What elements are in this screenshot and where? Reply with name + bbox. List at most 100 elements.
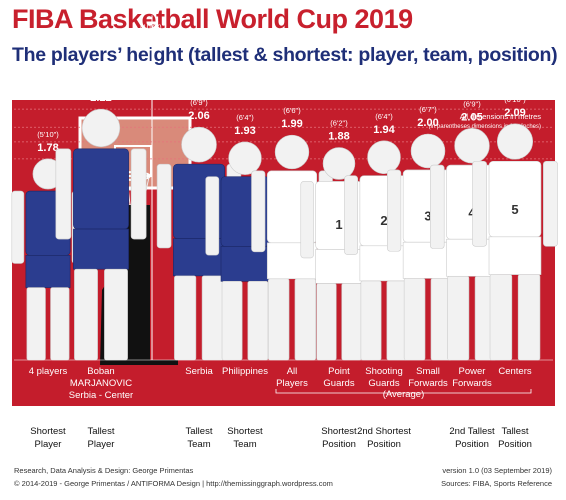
ranking-annotation: Position (367, 439, 401, 450)
category-label: MARJANOVIC (70, 378, 132, 389)
jersey-number: 3 (424, 209, 431, 224)
height-ft-label: (6'4") (375, 112, 393, 121)
category-label: Point (328, 366, 350, 377)
height-ft-label: (6'9") (190, 98, 208, 107)
category-label: Guards (323, 378, 354, 389)
height-value-label: 1.78 (37, 142, 58, 154)
category-label: Forwards (408, 378, 448, 389)
hoop-height-indicator: (10'0") 3.05 (140, 15, 162, 360)
category-annotations: Shortest Player Tallest Player Tallest Team Sh… (30, 426, 532, 450)
ranking-annotation: Player (35, 439, 62, 450)
player-head (181, 126, 217, 163)
height-chart: (10'0") 3.05 (5'10") 1.78 4 players (7'3") 2.… (11, 15, 558, 450)
height-value-label: 1.94 (373, 124, 395, 136)
height-value-label: 2.06 (188, 110, 209, 122)
player-head (367, 140, 401, 174)
height-ft-label: (6'6") (283, 106, 301, 115)
footer-credits: Research, Data Analysis & Design: George… (14, 466, 194, 475)
player-shorts (25, 255, 71, 288)
height-value-label: 1.99 (281, 118, 302, 130)
height-ft-label: (5'10") (37, 130, 59, 139)
height-value-label: 2.05 (461, 111, 482, 123)
jersey-number: 1 (335, 217, 342, 232)
player-shorts (315, 249, 363, 284)
category-label: 4 players (29, 366, 68, 377)
height-value-label: 2.22 (90, 92, 111, 104)
player-arm (344, 175, 358, 255)
ranking-annotation: Shortest (321, 426, 357, 437)
units-note: All dimensions in metres (459, 112, 541, 121)
chart-subtitle: The players’ height (tallest & shortest:… (12, 44, 558, 66)
bottom-labels-area (12, 407, 555, 462)
jersey-number: 2 (380, 213, 387, 228)
player-arm (543, 160, 558, 247)
footer-copyright[interactable]: © 2014-2019 - George Primentas / ANTIFOR… (14, 479, 333, 488)
height-value-label: 2.00 (417, 117, 438, 129)
category-label: Forwards (452, 378, 492, 389)
ranking-annotation: Position (498, 439, 532, 450)
category-label: Shooting (365, 366, 403, 377)
player-leg (221, 281, 243, 361)
player-arm (472, 160, 487, 247)
ranking-annotation: Shortest (30, 426, 66, 437)
player-head (454, 128, 490, 164)
ranking-annotation: Tallest (502, 426, 529, 437)
player-leg (489, 274, 513, 361)
player-leg (267, 278, 290, 361)
height-value-label: 2.09 (504, 107, 525, 119)
average-label: (Average) (383, 389, 425, 400)
player-leg (403, 278, 426, 361)
player-arm (251, 170, 266, 253)
height-ft-label: (6'10") (504, 95, 526, 104)
height-ft-label: (6'9") (463, 99, 481, 108)
player-arm (430, 164, 445, 249)
player-jersey (73, 148, 129, 230)
height-ft-label: (6'2") (330, 119, 348, 128)
player-arm (11, 190, 25, 264)
ranking-annotation: Tallest (186, 426, 213, 437)
player-shorts (402, 241, 454, 279)
ranking-annotation: Tallest (88, 426, 115, 437)
category-label: Power (459, 366, 486, 377)
footer-sources: Sources: FIBA, Sports Reference (441, 479, 552, 488)
player-head (81, 108, 121, 148)
player-shorts (359, 245, 409, 282)
player-arm (156, 163, 172, 249)
category-label: Centers (498, 366, 532, 377)
ranking-annotation: Team (233, 439, 256, 450)
player-figure: 5 (6'10") 2.09 Centers (472, 95, 558, 377)
category-label: Serbia (185, 366, 213, 377)
player-leg (104, 268, 128, 361)
player-leg (247, 281, 269, 361)
height-value-label: 1.93 (234, 125, 255, 137)
player-head (322, 147, 356, 180)
height-value-label: 1.88 (328, 131, 349, 143)
player-leg (74, 268, 98, 361)
player-head (274, 134, 310, 170)
player-arm (387, 169, 402, 252)
player-arm (55, 148, 72, 240)
height-ft-label: (7'3") (92, 80, 110, 89)
category-label: Boban (87, 366, 114, 377)
player-leg (50, 287, 70, 361)
ranking-annotation: 2nd Shortest (357, 426, 411, 437)
player-shorts (73, 228, 129, 270)
player-leg (447, 275, 470, 361)
ranking-annotation: 2nd Tallest (449, 426, 495, 437)
ranking-annotation: Position (455, 439, 489, 450)
player-head (228, 141, 262, 175)
player-leg (26, 287, 46, 361)
average-bracket-line (275, 389, 532, 394)
player-arm (300, 181, 314, 259)
jersey-number: 5 (511, 202, 518, 217)
player-leg (294, 278, 317, 361)
footer-version: version 1.0 (03 September 2019) (442, 466, 552, 475)
player-head (410, 133, 446, 169)
player-leg (316, 283, 337, 361)
player-shorts (488, 236, 542, 275)
category-label: Players (276, 378, 308, 389)
category-label: Small (416, 366, 440, 377)
category-label: Guards (368, 378, 399, 389)
